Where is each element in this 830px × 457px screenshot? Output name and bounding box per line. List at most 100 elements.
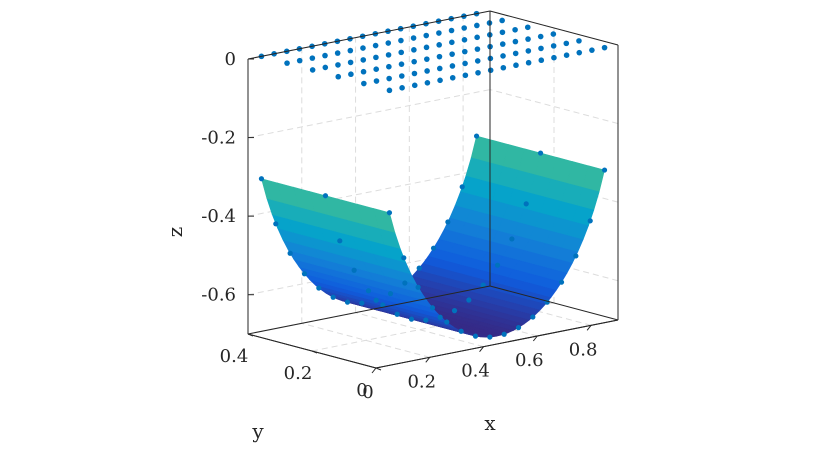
data-point bbox=[373, 54, 379, 61]
data-point bbox=[563, 40, 570, 47]
data-point bbox=[474, 22, 480, 29]
grid-line bbox=[301, 322, 430, 358]
data-point bbox=[525, 36, 531, 42]
data-point bbox=[429, 305, 436, 311]
data-point bbox=[424, 56, 430, 62]
data-point bbox=[573, 253, 579, 259]
data-point bbox=[415, 284, 421, 290]
data-point bbox=[509, 236, 515, 242]
data-point bbox=[385, 40, 392, 46]
data-point bbox=[373, 297, 379, 303]
data-point bbox=[359, 300, 365, 306]
data-point bbox=[538, 45, 544, 52]
data-point bbox=[398, 49, 405, 56]
data-point bbox=[351, 267, 357, 273]
z-tick-label: 0 bbox=[225, 49, 236, 70]
data-point bbox=[398, 37, 404, 44]
data-point bbox=[444, 319, 450, 325]
data-point bbox=[348, 71, 354, 78]
data-point bbox=[449, 39, 455, 46]
data-point bbox=[499, 29, 506, 36]
data-point bbox=[334, 50, 341, 56]
data-point bbox=[515, 325, 522, 331]
axis-box-edge bbox=[489, 285, 619, 321]
data-point bbox=[451, 308, 458, 314]
data-point bbox=[387, 291, 394, 297]
data-point bbox=[410, 35, 417, 41]
z-tick-label: -0.2 bbox=[201, 128, 236, 149]
data-point bbox=[411, 47, 417, 53]
z-axis-label: z bbox=[163, 227, 187, 238]
data-point bbox=[344, 299, 351, 305]
data-point bbox=[258, 176, 265, 182]
data-point bbox=[601, 167, 608, 173]
x-tick-label: 0.2 bbox=[407, 371, 436, 392]
data-point bbox=[322, 193, 329, 199]
data-point bbox=[335, 73, 342, 80]
data-point bbox=[273, 221, 279, 227]
data-point bbox=[494, 262, 501, 268]
data-point bbox=[487, 334, 493, 340]
data-point bbox=[462, 72, 469, 79]
data-point bbox=[461, 48, 468, 55]
data-point bbox=[316, 285, 322, 291]
x-tick-mark bbox=[586, 325, 592, 331]
y-axis-label: y bbox=[251, 419, 264, 443]
data-point bbox=[386, 63, 392, 70]
data-point bbox=[499, 41, 506, 47]
tick-labels: 0 0.2 0.4 0.6 0.8 0 0.2 0.4 0 -0.2 -0.4 -0.6 bbox=[201, 49, 597, 403]
surface bbox=[261, 135, 605, 338]
data-point bbox=[411, 70, 418, 77]
data-point bbox=[576, 38, 582, 44]
grid-line bbox=[355, 312, 484, 348]
data-point bbox=[386, 87, 393, 94]
data-point bbox=[499, 17, 505, 24]
data-point bbox=[284, 60, 290, 66]
data-point bbox=[424, 68, 430, 74]
y-tick-label: 0 bbox=[356, 380, 367, 401]
data-point bbox=[309, 67, 316, 73]
z-tick-label: -0.6 bbox=[201, 285, 236, 306]
data-point bbox=[524, 24, 531, 31]
data-point bbox=[523, 201, 529, 207]
data-point bbox=[466, 297, 472, 303]
data-point bbox=[398, 61, 405, 67]
data-point bbox=[416, 265, 422, 271]
x-tick-label: 0.6 bbox=[515, 350, 544, 371]
data-point bbox=[411, 58, 417, 65]
x-tick-mark bbox=[479, 346, 484, 352]
data-point bbox=[437, 77, 443, 84]
x-tick-label: 0.4 bbox=[461, 361, 490, 382]
data-point bbox=[445, 219, 451, 225]
data-point bbox=[423, 317, 429, 323]
x-tick-mark bbox=[425, 357, 431, 363]
data-point bbox=[550, 43, 557, 49]
data-point bbox=[373, 66, 380, 73]
axes bbox=[247, 10, 619, 374]
data-point bbox=[589, 47, 595, 53]
data-point bbox=[430, 245, 437, 251]
data-point bbox=[525, 59, 532, 66]
data-point bbox=[385, 52, 392, 58]
data-point bbox=[394, 311, 400, 317]
data-point bbox=[512, 50, 519, 57]
data-point bbox=[330, 294, 336, 300]
data-point bbox=[335, 62, 341, 68]
data-point bbox=[309, 55, 316, 61]
data-point bbox=[512, 26, 518, 33]
data-point bbox=[360, 45, 366, 51]
data-point bbox=[537, 150, 544, 156]
y-tick-mark bbox=[311, 350, 318, 354]
data-point bbox=[365, 288, 372, 294]
data-point bbox=[500, 64, 507, 71]
data-point bbox=[347, 59, 354, 66]
axis-box-edge bbox=[489, 10, 619, 46]
data-point bbox=[449, 63, 456, 69]
data-point bbox=[449, 51, 455, 57]
data-point bbox=[399, 73, 405, 79]
data-point bbox=[423, 44, 430, 51]
data-point bbox=[296, 57, 303, 64]
x-axis-label: x bbox=[484, 411, 496, 435]
